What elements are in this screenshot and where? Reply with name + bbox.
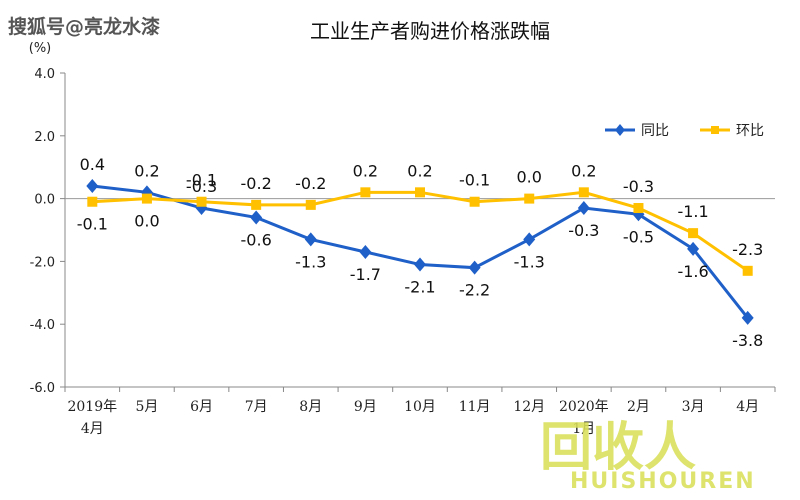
y-tick-label: -6.0 xyxy=(30,381,55,396)
data-label: 0.4 xyxy=(80,155,105,174)
data-label: -2.1 xyxy=(404,278,435,297)
data-label: 0.0 xyxy=(134,212,159,231)
legend-label: 环比 xyxy=(736,123,764,139)
y-tick-label: -2.0 xyxy=(30,255,55,270)
data-point xyxy=(251,199,262,210)
data-label: -0.6 xyxy=(241,230,272,249)
x-tick-label: 2月 xyxy=(627,399,650,415)
watermark-top: 搜狐号@亮龙水漆 xyxy=(8,16,161,38)
data-label: -0.5 xyxy=(623,227,654,246)
watermark-logo-subtext: HUISHOUREN xyxy=(570,469,756,494)
data-label: -1.3 xyxy=(295,252,326,271)
x-tick-label: 12月 xyxy=(513,399,545,415)
data-label: -0.2 xyxy=(241,174,272,193)
data-label: 0.0 xyxy=(517,168,542,187)
data-point xyxy=(741,310,754,325)
data-point xyxy=(578,187,589,198)
x-tick-label: 7月 xyxy=(245,399,268,415)
data-label: 0.2 xyxy=(407,161,432,180)
y-tick-label: -4.0 xyxy=(30,318,55,333)
data-point xyxy=(523,232,536,247)
data-label: -0.1 xyxy=(459,171,490,190)
data-point xyxy=(141,193,152,204)
x-tick-label: 3月 xyxy=(682,399,705,415)
data-point xyxy=(304,232,317,247)
y-unit-label: (%) xyxy=(29,41,52,56)
y-axis-ticks: 4.0 2.0 0.0 -2.0 -4.0 -6.0 xyxy=(30,67,65,396)
x-tick-label: 2020年 1月 xyxy=(559,399,609,437)
x-tick-label: 9月 xyxy=(354,399,377,415)
data-point xyxy=(415,187,425,198)
data-point xyxy=(742,265,753,276)
x-tick-label: 2019年 4月 xyxy=(67,399,117,437)
data-label: -1.7 xyxy=(350,265,381,284)
x-tick-label: 5月 xyxy=(135,399,158,415)
y-tick-label: 0.0 xyxy=(34,193,55,208)
data-point xyxy=(360,187,371,198)
data-label: -0.1 xyxy=(77,215,108,234)
series-yoy: 0.4 0.2-0.3-0.6-1.3-1.7-2.1 -2.2-1.3-0.3 -0… xyxy=(80,155,764,350)
data-label: -0.2 xyxy=(295,174,326,193)
data-point xyxy=(359,244,372,259)
data-label: -1.6 xyxy=(677,262,708,281)
data-label: 0.2 xyxy=(134,161,159,180)
data-point xyxy=(414,257,426,272)
series-mom: -0.1 0.0 -0.1 -0.2 -0.2 0.2 0.2 -0.1 0.0 0.2 -0.3 -… xyxy=(77,161,763,276)
data-point xyxy=(469,196,480,207)
data-point xyxy=(87,196,98,207)
watermark-logo-text: 回收人 xyxy=(540,418,697,478)
data-label: -1.1 xyxy=(677,202,708,221)
data-label: -2.2 xyxy=(459,281,490,300)
data-point xyxy=(633,203,644,214)
x-tick-label: 11月 xyxy=(459,399,491,415)
legend: 同比 环比 xyxy=(605,123,764,139)
data-point xyxy=(577,201,590,216)
legend-label: 同比 xyxy=(641,123,669,139)
data-label: 0.2 xyxy=(353,161,378,180)
y-tick-label: 2.0 xyxy=(34,130,55,145)
data-point xyxy=(86,179,99,194)
series-line xyxy=(92,184,749,319)
y-tick-label: 4.0 xyxy=(34,67,55,82)
data-point xyxy=(196,196,207,207)
x-tick-label: 8月 xyxy=(299,399,322,415)
data-label: -2.3 xyxy=(732,240,763,259)
data-label: -0.3 xyxy=(568,221,599,240)
data-point xyxy=(688,228,699,239)
series-layer: 0.4 0.2-0.3-0.6-1.3-1.7-2.1 -2.2-1.3-0.3 -0… xyxy=(77,155,764,350)
data-point xyxy=(468,260,481,275)
data-label: 0.2 xyxy=(571,161,596,180)
axes xyxy=(64,73,775,388)
x-tick-label: 4月 xyxy=(736,399,759,415)
data-label: -1.3 xyxy=(514,252,545,271)
data-point xyxy=(524,193,535,204)
legend-item: 同比 xyxy=(605,123,669,139)
legend-swatch-marker xyxy=(711,126,719,134)
legend-item: 环比 xyxy=(700,123,764,139)
data-label: -3.8 xyxy=(732,331,763,350)
data-label: -0.3 xyxy=(186,177,217,196)
data-label: -0.3 xyxy=(623,177,654,196)
data-point xyxy=(250,210,263,225)
x-axis-ticks: 2019年 4月 5月 6月 7月 8月 9月 10月 11月 12月 2020年 1月 2月 3月 4月 xyxy=(64,387,776,437)
data-point xyxy=(687,241,700,256)
data-label: -0.1 xyxy=(186,171,217,190)
x-tick-label: 6月 xyxy=(190,399,213,415)
x-tick-label: 10月 xyxy=(404,399,436,415)
chart-title: 工业生产者购进价格涨跌幅 xyxy=(310,19,550,43)
data-point xyxy=(305,199,316,210)
legend-swatch-marker xyxy=(615,124,625,136)
watermark-logo: 回收人 HUISHOUREN xyxy=(540,405,800,500)
